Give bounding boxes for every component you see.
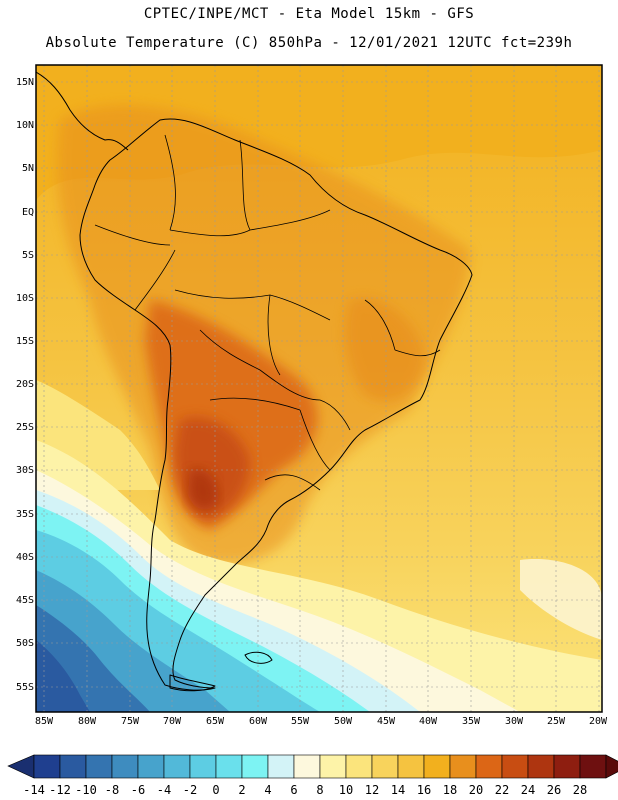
colorbar-label: -12	[49, 783, 71, 797]
lat-label: EQ	[21, 207, 34, 218]
colorbar-label: -6	[130, 783, 146, 797]
colorbar-swatch	[163, 754, 191, 779]
colorbar-swatch	[527, 754, 555, 779]
colorbar-label: 20	[468, 783, 484, 797]
lat-label: 15N	[15, 77, 34, 88]
field-band-26	[188, 469, 219, 510]
south-america-coast	[79, 118, 473, 691]
lon-label: 30W	[504, 716, 524, 727]
colorbar-label: -8	[104, 783, 120, 797]
colorbar-label: 28	[572, 783, 588, 797]
colorbar-high-arrow	[605, 754, 618, 779]
colorbar-swatch	[111, 754, 139, 779]
colorbar-label: 6	[290, 783, 298, 797]
colorbar-swatch	[189, 754, 217, 779]
falkland-islands	[244, 651, 273, 664]
title-line-1: CPTEC/INPE/MCT - Eta Model 15km - GFS	[143, 6, 475, 22]
colorbar-label: 2	[238, 783, 246, 797]
lat-label: 15S	[15, 336, 34, 347]
colorbar-swatch	[137, 754, 165, 779]
lon-label: 25W	[546, 716, 566, 727]
lon-label: 20W	[588, 716, 608, 727]
lat-label: 45S	[15, 595, 34, 606]
colorbar-swatch	[215, 754, 243, 779]
temperature-field	[36, 65, 602, 712]
colorbar-swatch	[579, 754, 607, 779]
lat-label: 20S	[15, 379, 34, 390]
field-band-20	[57, 105, 470, 564]
colorbar-label: 26	[546, 783, 562, 797]
colorbar-label: 14	[390, 783, 406, 797]
colorbar-swatch	[59, 754, 87, 779]
colorbar-label: -10	[75, 783, 97, 797]
lat-label: 5N	[21, 163, 34, 174]
plot-frame	[35, 64, 603, 713]
colorbar-label: 24	[520, 783, 536, 797]
colorbar-label: -2	[182, 783, 198, 797]
field-band-6-east	[520, 559, 602, 640]
colorbar-label: 8	[316, 783, 324, 797]
colorbar-label: 10	[338, 783, 354, 797]
country-borders	[94, 134, 441, 491]
lon-label: 35W	[461, 716, 481, 727]
colorbar-swatch	[501, 754, 529, 779]
colorbar-label: 0	[212, 783, 220, 797]
lat-label: 5S	[21, 250, 34, 261]
colorbar-swatch	[293, 754, 321, 779]
colorbar-swatch	[449, 754, 477, 779]
colorbar-swatch	[475, 754, 503, 779]
lat-label: 55S	[15, 682, 34, 693]
coastlines	[36, 71, 473, 692]
graticule	[36, 65, 602, 712]
colorbar-swatch	[371, 754, 399, 779]
colorbar-label: 22	[494, 783, 510, 797]
colorbar-label: 12	[364, 783, 380, 797]
colorbar-swatch	[553, 754, 581, 779]
colorbar-swatch	[85, 754, 113, 779]
tierra-del-fuego	[169, 674, 216, 692]
lat-label: 50S	[15, 638, 34, 649]
lat-label: 25S	[15, 422, 34, 433]
lat-label: 35S	[15, 509, 34, 520]
colorbar-label: -14	[23, 783, 45, 797]
lon-label: 85W	[34, 716, 54, 727]
colorbar	[7, 754, 618, 779]
lat-label: 30S	[15, 465, 34, 476]
colorbar-swatch	[33, 754, 61, 779]
lon-label: 70W	[162, 716, 182, 727]
lat-label: 10S	[15, 293, 34, 304]
lon-label: 50W	[333, 716, 353, 727]
lon-label: 45W	[376, 716, 396, 727]
field-band-minus12	[36, 640, 90, 712]
lon-label: 40W	[418, 716, 438, 727]
central-america-coast	[36, 71, 129, 151]
colorbar-label: -4	[156, 783, 172, 797]
lon-label: 75W	[120, 716, 140, 727]
colorbar-swatch	[345, 754, 373, 779]
colorbar-swatch	[319, 754, 347, 779]
lon-label: 65W	[205, 716, 225, 727]
lat-label: 10N	[15, 120, 34, 131]
colorbar-swatch	[267, 754, 295, 779]
lon-label: 80W	[77, 716, 97, 727]
lat-label: 40S	[15, 552, 34, 563]
colorbar-label: 18	[442, 783, 458, 797]
colorbar-swatch	[241, 754, 269, 779]
lon-label: 60W	[248, 716, 268, 727]
lon-label: 55W	[290, 716, 310, 727]
colorbar-swatch	[423, 754, 451, 779]
colorbar-low-arrow	[7, 754, 35, 779]
colorbar-label: 4	[264, 783, 272, 797]
colorbar-swatch	[397, 754, 425, 779]
title-line-2: Absolute Temperature (C) 850hPa - 12/01/…	[45, 35, 573, 51]
colorbar-label: 16	[416, 783, 432, 797]
field-band-20-east	[345, 298, 425, 401]
